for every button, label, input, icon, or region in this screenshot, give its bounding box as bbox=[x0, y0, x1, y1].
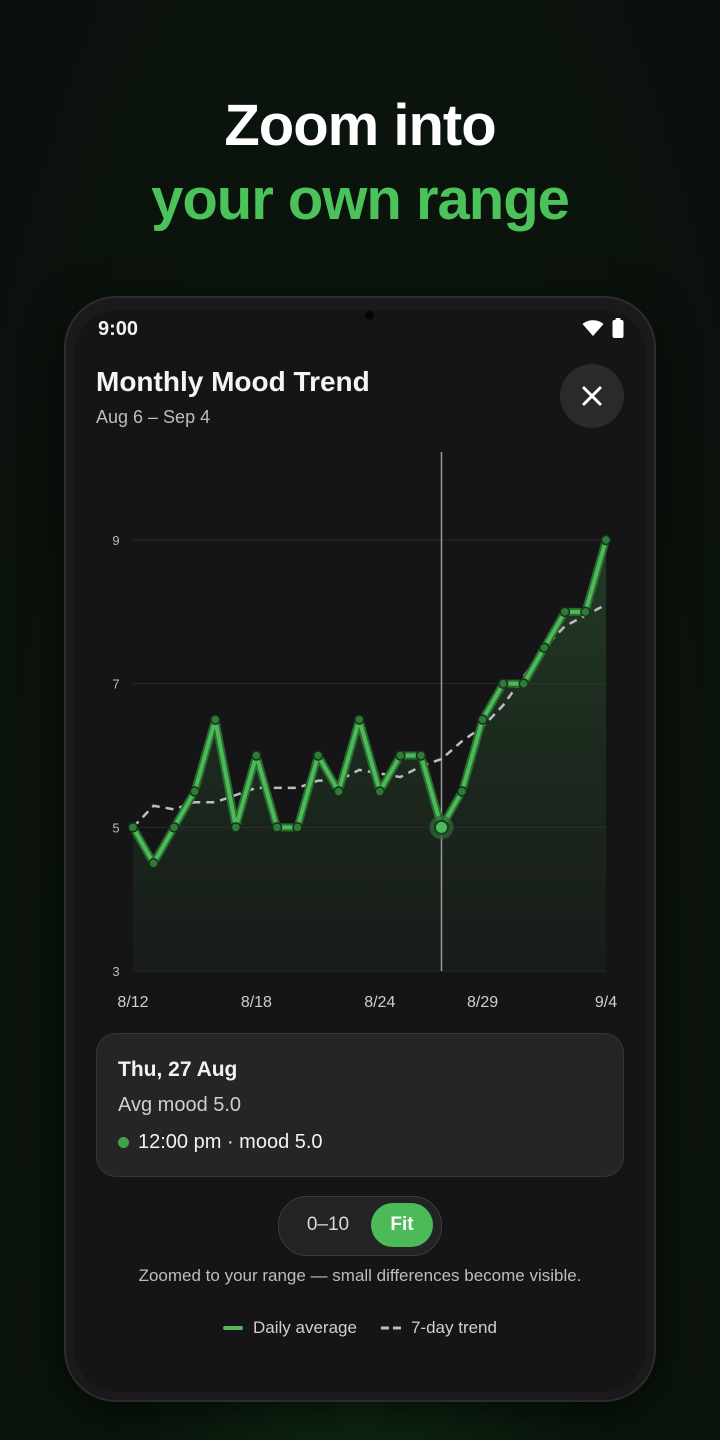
x-tick-label: 8/12 bbox=[117, 994, 148, 1011]
wifi-icon bbox=[582, 320, 604, 336]
x-tick-label: 9/4 bbox=[595, 994, 617, 1011]
solid-line-icon bbox=[223, 1326, 244, 1330]
data-point bbox=[477, 714, 488, 725]
data-point bbox=[518, 678, 529, 689]
close-icon bbox=[582, 386, 602, 406]
data-point bbox=[210, 714, 221, 725]
promo-headline-line2: your own range bbox=[151, 167, 570, 232]
data-point bbox=[456, 786, 468, 797]
y-tick-label: 9 bbox=[112, 533, 119, 548]
data-point bbox=[230, 822, 242, 833]
scale-option-full-range[interactable]: 0–10 bbox=[306, 1214, 350, 1235]
data-point bbox=[148, 858, 159, 869]
legend-daily-label: Daily average bbox=[253, 1318, 357, 1337]
chart-legend: Daily average 7-day trend bbox=[74, 1318, 646, 1338]
legend-trend-label: 7-day trend bbox=[410, 1318, 497, 1337]
selected-date: Thu, 27 Aug bbox=[118, 1058, 238, 1081]
promo-headline-line1: Zoom into bbox=[224, 93, 496, 158]
data-point bbox=[395, 750, 406, 761]
selected-day-card: Thu, 27 Aug Avg mood 5.0 12:00 pm · mood… bbox=[96, 1033, 624, 1177]
page-title: Monthly Mood Trend bbox=[96, 366, 370, 397]
data-point bbox=[127, 822, 139, 833]
y-tick-label: 5 bbox=[112, 820, 119, 835]
date-range: Aug 6 – Sep 4 bbox=[96, 407, 211, 427]
app-screen: 9:00 Monthly Mood Trend Aug 6 – Sep 4 9 7… bbox=[74, 310, 646, 1392]
data-point bbox=[333, 786, 344, 797]
selected-point bbox=[433, 819, 449, 835]
data-point bbox=[271, 822, 283, 833]
status-time: 9:00 bbox=[98, 318, 139, 340]
phone-frame: 9:00 Monthly Mood Trend Aug 6 – Sep 4 9 7… bbox=[64, 296, 656, 1402]
data-point bbox=[580, 606, 591, 618]
close-button[interactable] bbox=[560, 364, 624, 428]
data-point bbox=[497, 678, 509, 689]
data-point bbox=[312, 750, 324, 761]
data-point bbox=[251, 750, 262, 761]
data-point bbox=[189, 786, 200, 797]
legend-daily: Daily average bbox=[223, 1318, 357, 1338]
status-icons bbox=[582, 318, 624, 338]
y-tick-label: 7 bbox=[112, 677, 119, 692]
selected-avg: Avg mood 5.0 bbox=[118, 1094, 242, 1116]
data-point bbox=[292, 822, 303, 833]
x-tick-label: 8/18 bbox=[241, 994, 272, 1011]
mood-chart[interactable]: 9 7 5 3 8/12 8/18 8/24 8/29 9/4 bbox=[74, 450, 646, 1020]
x-tick-label: 8/24 bbox=[364, 994, 395, 1011]
zoom-note: Zoomed to your range — small differences… bbox=[138, 1266, 582, 1285]
scale-option-fit[interactable]: Fit bbox=[371, 1203, 433, 1247]
data-point bbox=[353, 714, 365, 725]
daily-line bbox=[131, 539, 608, 866]
mood-entry-text: 12:00 pm · mood 5.0 bbox=[138, 1131, 323, 1153]
scale-toggle: 0–10 Fit bbox=[278, 1196, 442, 1256]
data-point bbox=[415, 750, 427, 761]
legend-trend: 7-day trend bbox=[380, 1318, 497, 1338]
data-point bbox=[374, 786, 386, 797]
mood-entry: 12:00 pm · mood 5.0 bbox=[118, 1131, 323, 1154]
front-camera bbox=[365, 311, 374, 320]
data-point bbox=[539, 642, 550, 653]
data-point bbox=[600, 534, 612, 546]
battery-icon bbox=[612, 318, 624, 338]
data-point bbox=[168, 822, 180, 833]
data-point bbox=[559, 606, 571, 618]
entry-dot-icon bbox=[118, 1137, 129, 1148]
dashed-line-icon bbox=[380, 1326, 401, 1330]
x-tick-label: 8/29 bbox=[467, 994, 498, 1011]
y-tick-label: 3 bbox=[112, 964, 119, 979]
